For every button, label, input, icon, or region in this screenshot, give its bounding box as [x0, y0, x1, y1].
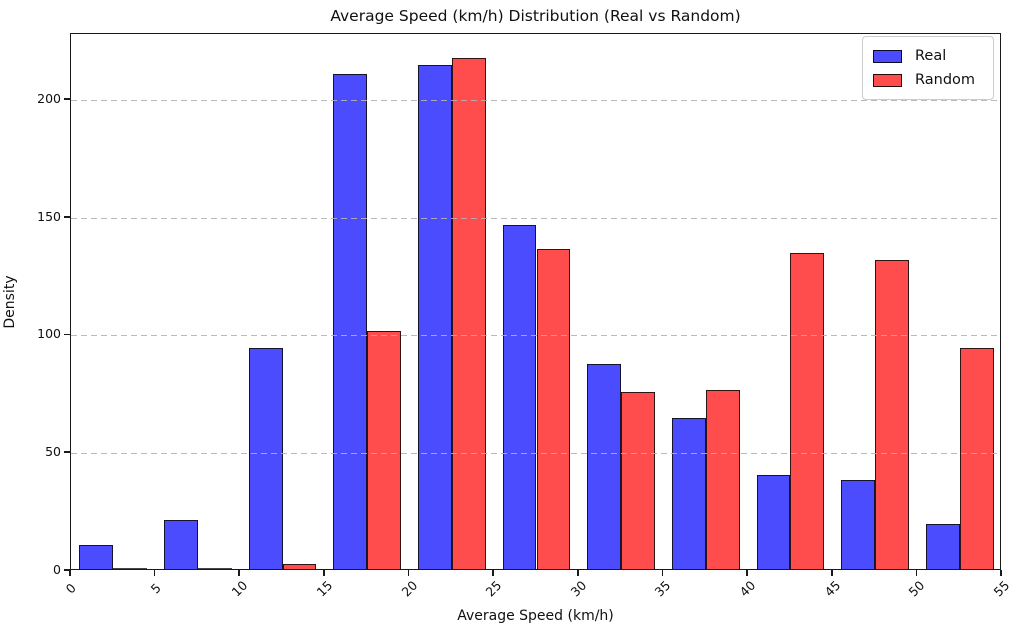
x-tick-label-text: 30 [567, 577, 590, 600]
gridline-y-100 [71, 335, 1000, 337]
histogram-bar-real [418, 64, 452, 569]
x-tick-label-text: 55 [990, 577, 1013, 600]
x-tick-label-text: 20 [398, 577, 420, 600]
y-tick-mark [64, 215, 70, 218]
histogram-bar-random-zero [197, 568, 232, 569]
histogram-bar-random [790, 253, 825, 569]
histogram-bar-real [671, 418, 706, 569]
chart-title: Average Speed (km/h) Distribution (Real … [330, 7, 741, 25]
y-tick-mark [64, 569, 70, 571]
legend-label: Random [915, 72, 976, 88]
legend-item-real: Real [873, 44, 983, 68]
x-tick-mark [1000, 570, 1002, 576]
x-tick-label-text: 10 [228, 577, 251, 600]
histogram-bar-real [248, 347, 283, 569]
y-tick-mark [64, 333, 70, 336]
histogram-bar-random-zero [113, 568, 148, 569]
y-tick-mark [64, 98, 70, 100]
x-tick-mark [238, 570, 241, 576]
histogram-bar-random [451, 57, 486, 569]
histogram-bar-real [587, 364, 622, 569]
x-tick-label-text: 25 [482, 577, 505, 600]
legend: Real Random [862, 36, 994, 100]
histogram-bar-real [79, 545, 114, 569]
x-tick-mark [323, 570, 325, 576]
y-tick-label: 200 [37, 90, 61, 106]
x-tick-mark [746, 570, 748, 576]
legend-swatch-real [873, 49, 902, 63]
gridline-y-50 [71, 453, 1000, 455]
y-tick-label: 50 [45, 444, 61, 460]
x-tick-label-text: 5 [147, 580, 164, 597]
x-tick-mark [153, 570, 156, 576]
histogram-bar-real [164, 519, 198, 569]
x-tick-mark [407, 570, 410, 576]
histogram-bar-random [621, 392, 655, 569]
x-tick-mark [577, 570, 579, 576]
x-tick-label-text: 0 [62, 580, 79, 597]
histogram-bar-real [925, 524, 960, 569]
gridline-y-200 [71, 99, 1000, 101]
histogram-bar-random [875, 260, 909, 569]
x-axis-label: Average Speed (km/h) [457, 608, 614, 624]
y-tick-label: 150 [37, 208, 61, 224]
y-tick-mark [64, 451, 70, 454]
histogram-bar-real [502, 225, 537, 569]
x-tick-mark [69, 570, 71, 576]
x-tick-mark [915, 570, 918, 576]
x-tick-mark [661, 570, 664, 576]
x-tick-label-text: 35 [652, 577, 674, 600]
histogram-bar-random [367, 331, 402, 569]
x-tick-label-text: 50 [905, 577, 928, 600]
gridline-y-150 [71, 217, 1000, 219]
x-tick-label-text: 40 [736, 577, 759, 600]
y-tick-label: 100 [37, 326, 61, 342]
histogram-bar-random [536, 248, 571, 569]
legend-swatch-random [873, 73, 902, 87]
histogram-bar-real [841, 479, 876, 569]
histogram-bar-real [756, 474, 791, 569]
x-tick-label-text: 45 [821, 577, 844, 600]
legend-label: Real [915, 48, 947, 64]
y-tick-label: 0 [53, 562, 61, 577]
histogram-bar-random [282, 564, 317, 569]
legend-item-random: Random [873, 68, 983, 92]
histogram-bar-real [333, 74, 368, 569]
x-tick-mark [492, 570, 494, 576]
plot-area [70, 33, 1001, 570]
histogram-bar-random [959, 347, 994, 569]
x-tick-mark [830, 570, 833, 576]
histogram-bar-random [705, 390, 740, 569]
x-tick-label-text: 15 [313, 577, 336, 600]
